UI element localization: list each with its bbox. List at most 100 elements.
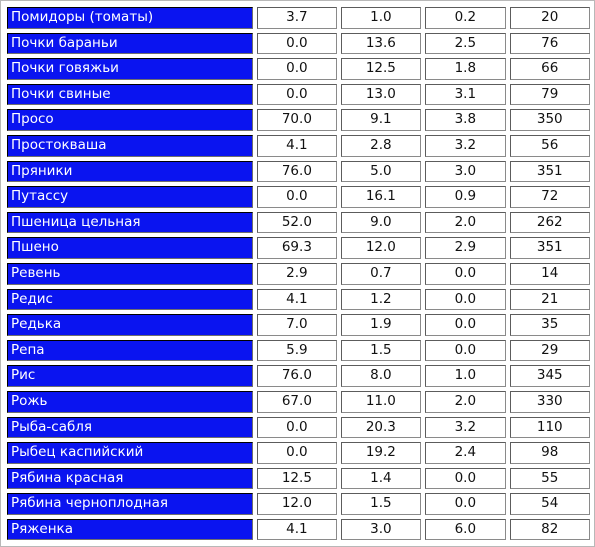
carbohydrates-cell: 67.0	[257, 390, 337, 413]
table-row: Рис 76.0 8.0 1.0 345	[7, 365, 590, 387]
carbohydrates-cell: 2.9	[257, 262, 337, 285]
fat-cell: 2.0	[425, 390, 506, 413]
table-row: Почки свиные 0.0 13.0 3.1 79	[7, 83, 590, 106]
protein-cell: 13.6	[340, 32, 422, 55]
protein-cell: 20.3	[340, 416, 422, 439]
table-row: Путассу 0.0 16.1 0.9 72	[7, 186, 590, 208]
food-name-cell: Ревень	[7, 262, 254, 285]
protein-cell: 1.4	[340, 467, 422, 490]
protein-cell: 3.0	[340, 518, 422, 541]
calories-cell: 350	[509, 109, 590, 131]
calories-cell: 20	[509, 7, 590, 29]
carbohydrates-cell: 0.0	[257, 58, 337, 80]
protein-cell: 2.8	[340, 134, 422, 157]
food-name-cell: Простокваша	[7, 134, 254, 157]
table-row: Пшено 69.3 12.0 2.9 351	[7, 237, 590, 259]
protein-cell: 11.0	[340, 390, 422, 413]
calories-cell: 35	[509, 314, 590, 336]
calories-cell: 82	[509, 518, 590, 541]
protein-cell: 1.5	[340, 339, 422, 362]
protein-cell: 1.2	[340, 288, 422, 311]
fat-cell: 1.8	[425, 58, 506, 80]
fat-cell: 0.0	[425, 493, 506, 515]
table-row: Почки говяжьи 0.0 12.5 1.8 66	[7, 58, 590, 80]
calories-cell: 351	[509, 160, 590, 183]
fat-cell: 2.0	[425, 211, 506, 234]
calories-cell: 345	[509, 365, 590, 387]
table-body: Помидоры (томаты) 3.7 1.0 0.2 20 Почки барань…	[7, 7, 590, 541]
food-name-cell: Помидоры (томаты)	[7, 7, 254, 29]
table-row: Пшеница цельная 52.0 9.0 2.0 262	[7, 211, 590, 234]
food-name-cell: Редька	[7, 314, 254, 336]
protein-cell: 1.5	[340, 493, 422, 515]
food-name-cell: Репа	[7, 339, 254, 362]
fat-cell: 3.2	[425, 134, 506, 157]
protein-cell: 16.1	[340, 186, 422, 208]
calories-cell: 79	[509, 83, 590, 106]
food-name-cell: Рябина красная	[7, 467, 254, 490]
food-name-cell: Рыбец каспийский	[7, 442, 254, 464]
protein-cell: 9.0	[340, 211, 422, 234]
calories-cell: 55	[509, 467, 590, 490]
food-name-cell: Рис	[7, 365, 254, 387]
carbohydrates-cell: 69.3	[257, 237, 337, 259]
calories-cell: 76	[509, 32, 590, 55]
food-name-cell: Рыба-сабля	[7, 416, 254, 439]
calories-cell: 56	[509, 134, 590, 157]
food-name-cell: Почки говяжьи	[7, 58, 254, 80]
calories-cell: 262	[509, 211, 590, 234]
fat-cell: 3.1	[425, 83, 506, 106]
table-row: Простокваша 4.1 2.8 3.2 56	[7, 134, 590, 157]
protein-cell: 19.2	[340, 442, 422, 464]
fat-cell: 1.0	[425, 365, 506, 387]
carbohydrates-cell: 0.0	[257, 442, 337, 464]
protein-cell: 5.0	[340, 160, 422, 183]
calories-cell: 351	[509, 237, 590, 259]
fat-cell: 0.0	[425, 314, 506, 336]
table-row: Редька 7.0 1.9 0.0 35	[7, 314, 590, 336]
food-name-cell: Редис	[7, 288, 254, 311]
table-row: Пряники 76.0 5.0 3.0 351	[7, 160, 590, 183]
fat-cell: 0.0	[425, 288, 506, 311]
carbohydrates-cell: 0.0	[257, 186, 337, 208]
food-name-cell: Ряженка	[7, 518, 254, 541]
protein-cell: 1.9	[340, 314, 422, 336]
calories-cell: 110	[509, 416, 590, 439]
carbohydrates-cell: 12.5	[257, 467, 337, 490]
table-row: Просо 70.0 9.1 3.8 350	[7, 109, 590, 131]
table-row: Редис 4.1 1.2 0.0 21	[7, 288, 590, 311]
table-row: Рыба-сабля 0.0 20.3 3.2 110	[7, 416, 590, 439]
food-name-cell: Пряники	[7, 160, 254, 183]
fat-cell: 0.0	[425, 467, 506, 490]
calories-cell: 330	[509, 390, 590, 413]
protein-cell: 8.0	[340, 365, 422, 387]
nutrition-table: Помидоры (томаты) 3.7 1.0 0.2 20 Почки барань…	[3, 3, 594, 544]
fat-cell: 0.2	[425, 7, 506, 29]
table-row: Рябина красная 12.5 1.4 0.0 55	[7, 467, 590, 490]
fat-cell: 3.8	[425, 109, 506, 131]
protein-cell: 12.0	[340, 237, 422, 259]
table-row: Ряженка 4.1 3.0 6.0 82	[7, 518, 590, 541]
carbohydrates-cell: 12.0	[257, 493, 337, 515]
table-row: Помидоры (томаты) 3.7 1.0 0.2 20	[7, 7, 590, 29]
calories-cell: 14	[509, 262, 590, 285]
fat-cell: 6.0	[425, 518, 506, 541]
calories-cell: 21	[509, 288, 590, 311]
food-name-cell: Почки бараньи	[7, 32, 254, 55]
food-name-cell: Просо	[7, 109, 254, 131]
carbohydrates-cell: 76.0	[257, 160, 337, 183]
carbohydrates-cell: 3.7	[257, 7, 337, 29]
food-name-cell: Рябина черноплодная	[7, 493, 254, 515]
protein-cell: 12.5	[340, 58, 422, 80]
carbohydrates-cell: 0.0	[257, 32, 337, 55]
fat-cell: 0.0	[425, 339, 506, 362]
protein-cell: 9.1	[340, 109, 422, 131]
protein-cell: 13.0	[340, 83, 422, 106]
food-name-cell: Путассу	[7, 186, 254, 208]
table-row: Рожь 67.0 11.0 2.0 330	[7, 390, 590, 413]
calories-cell: 72	[509, 186, 590, 208]
table-row: Ревень 2.9 0.7 0.0 14	[7, 262, 590, 285]
carbohydrates-cell: 0.0	[257, 83, 337, 106]
calories-cell: 66	[509, 58, 590, 80]
